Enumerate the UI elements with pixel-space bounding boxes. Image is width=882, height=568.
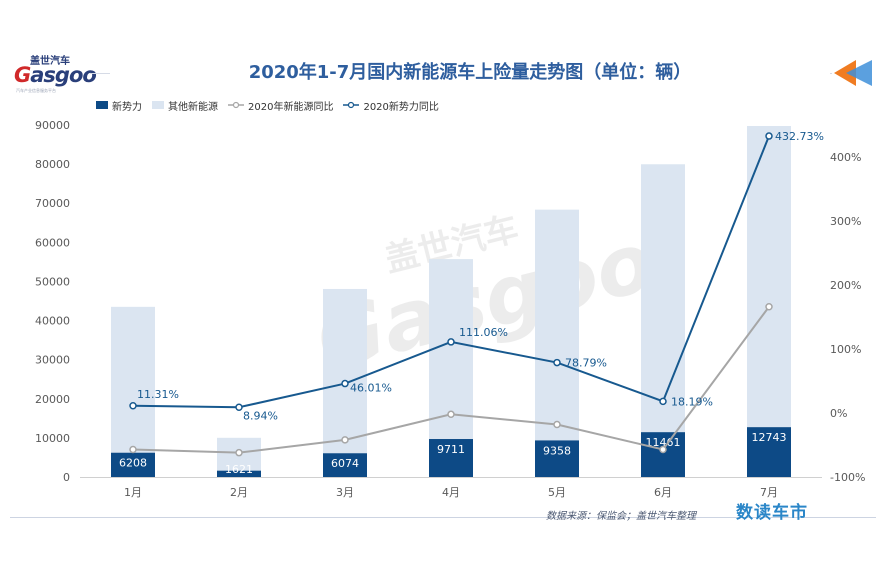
- brand-label: 数读车市: [736, 503, 808, 523]
- legend-item-other-nev: 其他新能源: [152, 98, 218, 113]
- bar-new-forces: [323, 453, 367, 477]
- bar-data-label: 9358: [543, 444, 571, 457]
- y-left-tick-label: 40000: [35, 315, 70, 328]
- legend-label: 2020新势力同比: [363, 101, 439, 113]
- chart-title: 2020年1-7月国内新能源车上险量走势图（单位：辆）: [242, 62, 698, 83]
- bar-other-nev: [111, 306, 155, 453]
- legend-swatch: [343, 101, 360, 109]
- line-data-label: 432.73%: [775, 130, 824, 143]
- bar-data-label: 6074: [331, 457, 359, 470]
- y-right-tick-label: 0%: [830, 407, 847, 420]
- y-left-tick-label: 50000: [35, 275, 70, 288]
- footer-rule: [10, 517, 876, 518]
- x-tick-label: 7月: [760, 486, 778, 499]
- nev-yoy-point: [129, 445, 137, 454]
- legend-label: 2020年新能源同比: [248, 101, 334, 113]
- legend-swatch: [228, 101, 244, 109]
- nev-yoy-point: [553, 420, 561, 429]
- bar-new-forces: [535, 440, 579, 477]
- logo-en-text: Gasgoo: [14, 63, 97, 87]
- nev-yoy-point: [659, 445, 667, 454]
- y-left-tick-label: 70000: [35, 197, 70, 210]
- nev-yoy-point: [341, 436, 349, 444]
- y-right-tick-label: 300%: [830, 215, 861, 228]
- new-forces-yoy-point: [659, 397, 667, 406]
- triangle-play-icon[interactable]: [832, 58, 874, 88]
- legend-item-new-forces-yoy: 2020新势力同比: [343, 98, 439, 113]
- line-data-label: 18.19%: [671, 395, 713, 408]
- y-left-tick-label: 90000: [35, 119, 70, 132]
- new-forces-yoy-point: [235, 403, 243, 412]
- y-left-tick-label: 80000: [35, 158, 70, 171]
- y-left-tick-label: 30000: [35, 354, 70, 367]
- logo-g-letter: G: [14, 63, 31, 87]
- bar-new-forces: [429, 439, 473, 477]
- bar-new-forces: [217, 470, 261, 477]
- x-tick-label: 5月: [548, 486, 566, 499]
- nev-yoy-point: [765, 303, 773, 311]
- line-data-label: 111.06%: [459, 326, 508, 339]
- legend-item-new-forces: 新势力: [96, 98, 142, 113]
- y-right-tick-label: -100%: [830, 471, 865, 484]
- new-forces-yoy-point: [129, 402, 137, 410]
- bar-other-nev: [641, 164, 685, 433]
- data-source: 数据来源：保监会；盖世汽车整理: [546, 511, 696, 522]
- bar-other-nev: [429, 259, 473, 440]
- x-tick-label: 1月: [124, 486, 142, 499]
- bar-new-forces: [641, 432, 685, 477]
- line-data-label: 78.79%: [565, 357, 607, 370]
- legend-swatch: [96, 101, 108, 109]
- new-forces-yoy-point: [447, 338, 455, 346]
- x-tick-label: 4月: [442, 486, 460, 499]
- bar-other-nev: [747, 126, 791, 428]
- y-right-tick-label: 200%: [830, 279, 861, 292]
- bar-new-forces: [111, 452, 155, 477]
- legend-label: 其他新能源: [168, 101, 218, 113]
- bar-data-label: 1621: [225, 463, 253, 476]
- x-tick-label: 2月: [230, 486, 248, 499]
- new-forces-yoy-point: [553, 358, 561, 367]
- bar-data-label: 6208: [119, 457, 147, 470]
- line-data-label: 11.31%: [137, 388, 179, 401]
- gasgoo-logo: 盖世汽车 Gasgoo 汽车产业信息服务平台: [8, 52, 97, 93]
- legend-swatch: [152, 101, 164, 109]
- y-right-tick-label: 400%: [830, 151, 861, 164]
- legend-item-nev-yoy: 2020年新能源同比: [228, 98, 333, 113]
- line-data-label: 46.01%: [350, 382, 392, 395]
- x-tick-label: 6月: [654, 486, 672, 499]
- chart-title-wrap: 2020年1-7月国内新能源车上险量走势图（单位：辆）: [110, 58, 830, 84]
- bar-other-nev: [535, 209, 579, 441]
- chart-legend: 新势力 其他新能源 2020年新能源同比 2020新势力同比: [96, 97, 449, 113]
- bar-new-forces: [747, 427, 791, 477]
- logo-rest-letters: asgoo: [30, 63, 97, 87]
- new-forces-yoy-point: [341, 379, 349, 388]
- nev-yoy-point: [447, 410, 455, 419]
- legend-label: 新势力: [112, 101, 142, 113]
- bar-other-nev: [323, 288, 367, 454]
- logo-cn-text: 盖世汽车: [30, 56, 70, 67]
- nev-yoy-point: [235, 448, 243, 457]
- bar-data-label: 11461: [646, 436, 681, 449]
- x-tick-label: 3月: [336, 486, 354, 499]
- bar-data-label: 12743: [752, 431, 787, 444]
- logo-subtitle: 汽车产业信息服务平台: [16, 88, 56, 93]
- y-left-tick-label: 60000: [35, 236, 70, 249]
- bar-data-label: 9711: [437, 443, 465, 456]
- y-left-tick-label: 0: [63, 471, 70, 484]
- line-data-label: 8.94%: [243, 409, 278, 422]
- y-right-tick-label: 100%: [830, 343, 861, 356]
- new-forces-yoy-point: [765, 132, 773, 140]
- y-left-tick-label: 20000: [35, 393, 70, 406]
- y-left-tick-label: 10000: [35, 432, 70, 445]
